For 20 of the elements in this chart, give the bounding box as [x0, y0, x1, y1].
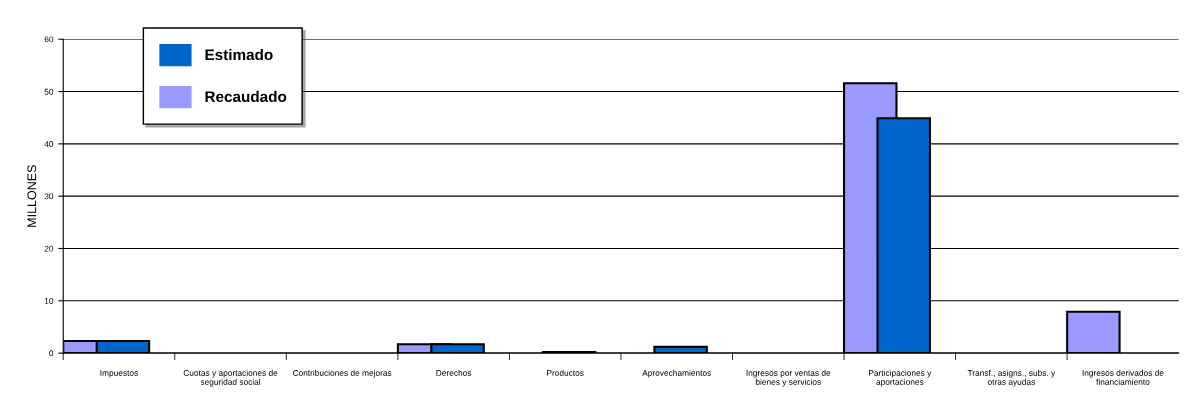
- x-tick-label: Derechos: [436, 369, 472, 376]
- x-tick-label: Ingresos derivados de financiamiento: [1082, 369, 1164, 385]
- y-tick-label: 60: [44, 36, 54, 43]
- y-tick-label: 10: [44, 298, 54, 304]
- x-tick-label: Impuestos: [100, 370, 138, 378]
- x-tick-label: Aprovechamientos: [642, 369, 711, 378]
- y-tick-label: 20: [44, 245, 54, 252]
- x-tick-label: Productos: [547, 369, 584, 376]
- y-tick-label: 0: [49, 350, 54, 357]
- y-tick-label: 50: [44, 88, 54, 95]
- y-tick-label: 40: [44, 141, 54, 147]
- x-tick-label: Participaciones y aportaciones: [869, 369, 932, 387]
- x-tick-label: Contribuciones de mejoras: [292, 369, 392, 378]
- x-tick-label: Transf., asigns., subs. y otras ayudas: [967, 369, 1056, 387]
- legend-label: Estimado: [205, 48, 273, 61]
- y-axis-title: MILLONES: [27, 165, 37, 227]
- x-tick-label: Ingresos por ventas de bienes y servicios: [746, 369, 831, 387]
- y-tick-label: 30: [44, 193, 54, 200]
- legend-label: Recaudado: [205, 90, 287, 103]
- x-tick-label: Cuotas y aportaciones de seguridad social: [183, 369, 278, 387]
